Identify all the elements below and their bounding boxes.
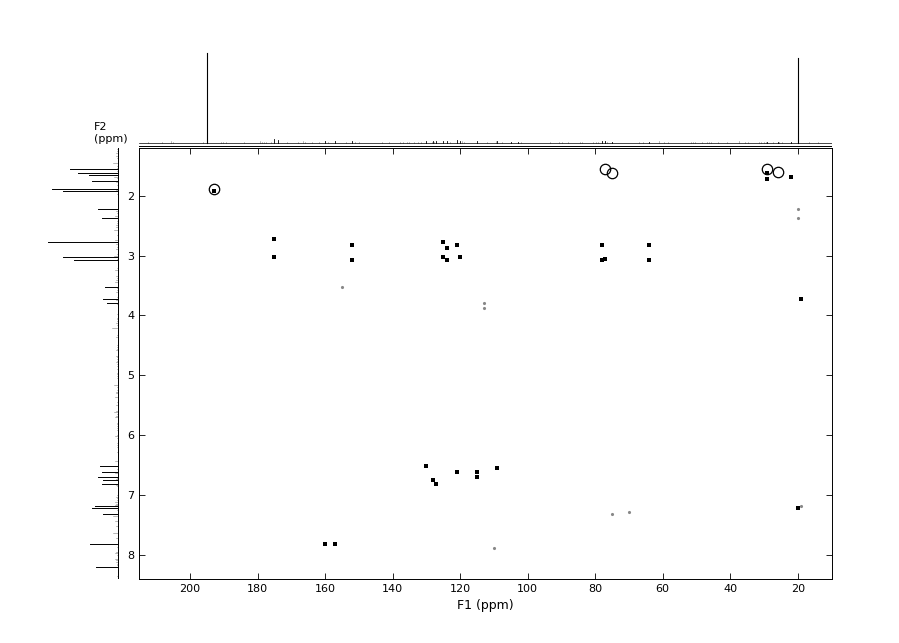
Text: F2
(ppm): F2 (ppm) xyxy=(94,122,128,143)
X-axis label: F1 (ppm): F1 (ppm) xyxy=(458,599,513,612)
